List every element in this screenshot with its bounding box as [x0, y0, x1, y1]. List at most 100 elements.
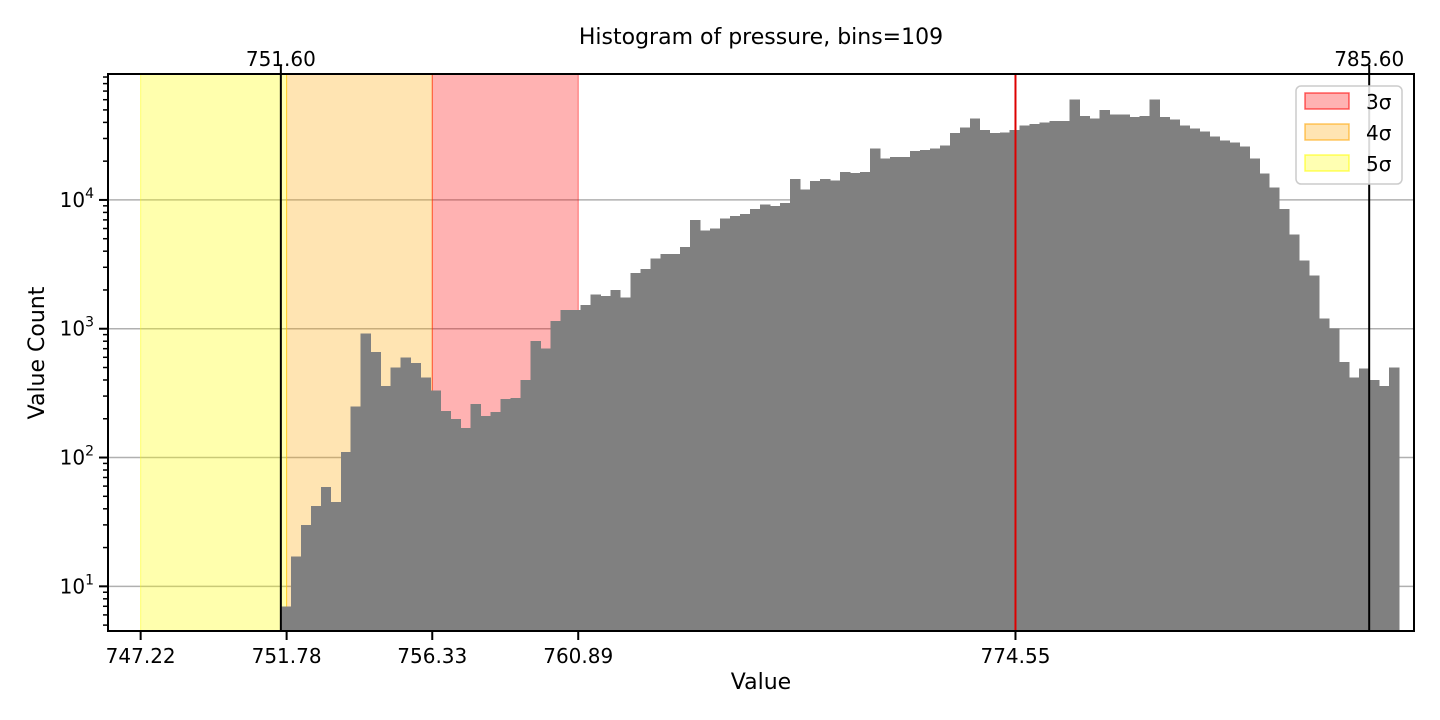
histogram-bar: [1369, 379, 1380, 631]
plot-frame: [107, 73, 1415, 632]
histogram-bar: [490, 412, 501, 631]
histogram-bar: [1129, 117, 1140, 632]
histogram-bar: [810, 181, 821, 631]
histogram-bar: [570, 309, 581, 631]
axes: 747.22 751.78 756.33 760.89 774.55 751.60 785.…: [60, 47, 1405, 668]
histogram-bar: [550, 320, 561, 631]
histogram-bar: [620, 297, 631, 631]
histogram-bar: [1019, 125, 1031, 631]
histogram-bar: [969, 118, 981, 631]
histogram-bar: [800, 189, 811, 631]
histogram-bar: [1339, 362, 1350, 631]
histogram-bar: [480, 416, 491, 631]
histogram-bar: [290, 556, 302, 631]
histogram-bar: [1389, 367, 1400, 631]
histogram-bar: [1109, 114, 1120, 631]
histogram-bar: [750, 209, 761, 631]
histogram-bar: [320, 487, 332, 631]
x-tick-label: 774.55: [980, 644, 1050, 668]
histogram-bar: [959, 127, 971, 632]
top-x-tick-label: 785.60: [1334, 47, 1404, 71]
histogram-bar: [510, 397, 521, 631]
histogram-bar: [440, 410, 451, 631]
x-tick-label: 756.33: [397, 644, 467, 668]
histogram-bar: [770, 205, 781, 631]
legend-label: 4σ: [1366, 121, 1392, 145]
histogram-bar: [820, 179, 831, 631]
histogram-bar: [879, 158, 891, 631]
histogram-bar: [670, 254, 681, 631]
histogram-bar: [1349, 377, 1360, 631]
histogram-bar: [370, 351, 382, 631]
histogram-bar: [340, 452, 352, 631]
histogram-bar: [530, 341, 541, 631]
histogram-bar: [1209, 136, 1220, 632]
histogram-bar: [1079, 115, 1091, 632]
legend: 3σ 4σ 5σ: [1295, 85, 1403, 185]
histogram-bar: [849, 172, 861, 631]
histogram-bar: [450, 418, 461, 631]
histogram-bar: [1309, 275, 1320, 631]
histogram-bar: [859, 171, 871, 632]
histogram-bar: [889, 157, 901, 632]
histogram-bar: [680, 247, 691, 631]
histogram-bar: [1159, 117, 1170, 632]
histogram-bar: [1229, 142, 1240, 631]
histogram-bar: [390, 367, 402, 631]
histogram-bar: [999, 132, 1011, 631]
histogram-bar: [420, 377, 432, 631]
y-tick-label: 101: [60, 572, 94, 598]
histogram-bar: [919, 149, 931, 631]
x-tick-label: 747.22: [106, 644, 176, 668]
histogram-bar: [520, 379, 531, 631]
histogram-bar: [780, 202, 791, 631]
histogram-bar: [1259, 173, 1270, 631]
histogram-bar: [1099, 109, 1110, 631]
histogram-bar: [1289, 234, 1300, 631]
histogram-bar: [590, 294, 601, 631]
histogram-bar: [720, 218, 731, 632]
histogram-bar: [1359, 368, 1370, 631]
legend-label: 5σ: [1366, 152, 1392, 176]
histogram-bar: [830, 180, 841, 631]
histogram-bar: [1089, 118, 1100, 631]
histogram-bar: [760, 204, 771, 631]
y-tick-label: 103: [60, 315, 94, 341]
y-tick-label: 102: [60, 444, 94, 470]
histogram-bar: [430, 390, 442, 631]
histogram-bar: [1269, 187, 1280, 631]
histogram-bar: [1239, 146, 1250, 632]
histogram-bar: [630, 273, 641, 631]
histogram-bar: [730, 216, 741, 631]
histogram-bar: [899, 157, 911, 632]
histogram-bar: [460, 427, 471, 631]
histogram-bar: [1069, 99, 1081, 631]
histogram-bar: [700, 230, 711, 632]
legend-swatch: [1304, 154, 1350, 172]
histogram-bar: [1039, 122, 1051, 631]
histogram-bar: [929, 148, 941, 632]
x-axis-label: Value: [731, 670, 791, 695]
histogram-bar: [410, 363, 422, 631]
sigma-band: [140, 73, 288, 632]
histogram-bar: [949, 133, 961, 631]
histogram-bar: [360, 333, 372, 631]
legend-swatch: [1304, 92, 1350, 110]
x-tick-label: 751.78: [252, 644, 322, 668]
histogram-bar: [909, 150, 921, 631]
top-x-tick-label: 751.60: [246, 47, 316, 71]
histogram-bar: [1119, 114, 1130, 631]
x-tick-label: 760.89: [543, 644, 613, 668]
histogram-bar: [1149, 99, 1160, 631]
histogram-bar: [1169, 119, 1180, 632]
legend-label: 3σ: [1366, 90, 1392, 114]
histogram-bar: [330, 502, 342, 631]
histogram-bar: [1179, 125, 1190, 631]
legend-swatch: [1304, 123, 1350, 141]
histogram-bar: [839, 171, 851, 632]
histogram-bar: [400, 357, 412, 631]
histogram-bar: [500, 398, 511, 631]
histogram-bar: [1189, 128, 1200, 631]
histogram-bar: [939, 145, 951, 631]
